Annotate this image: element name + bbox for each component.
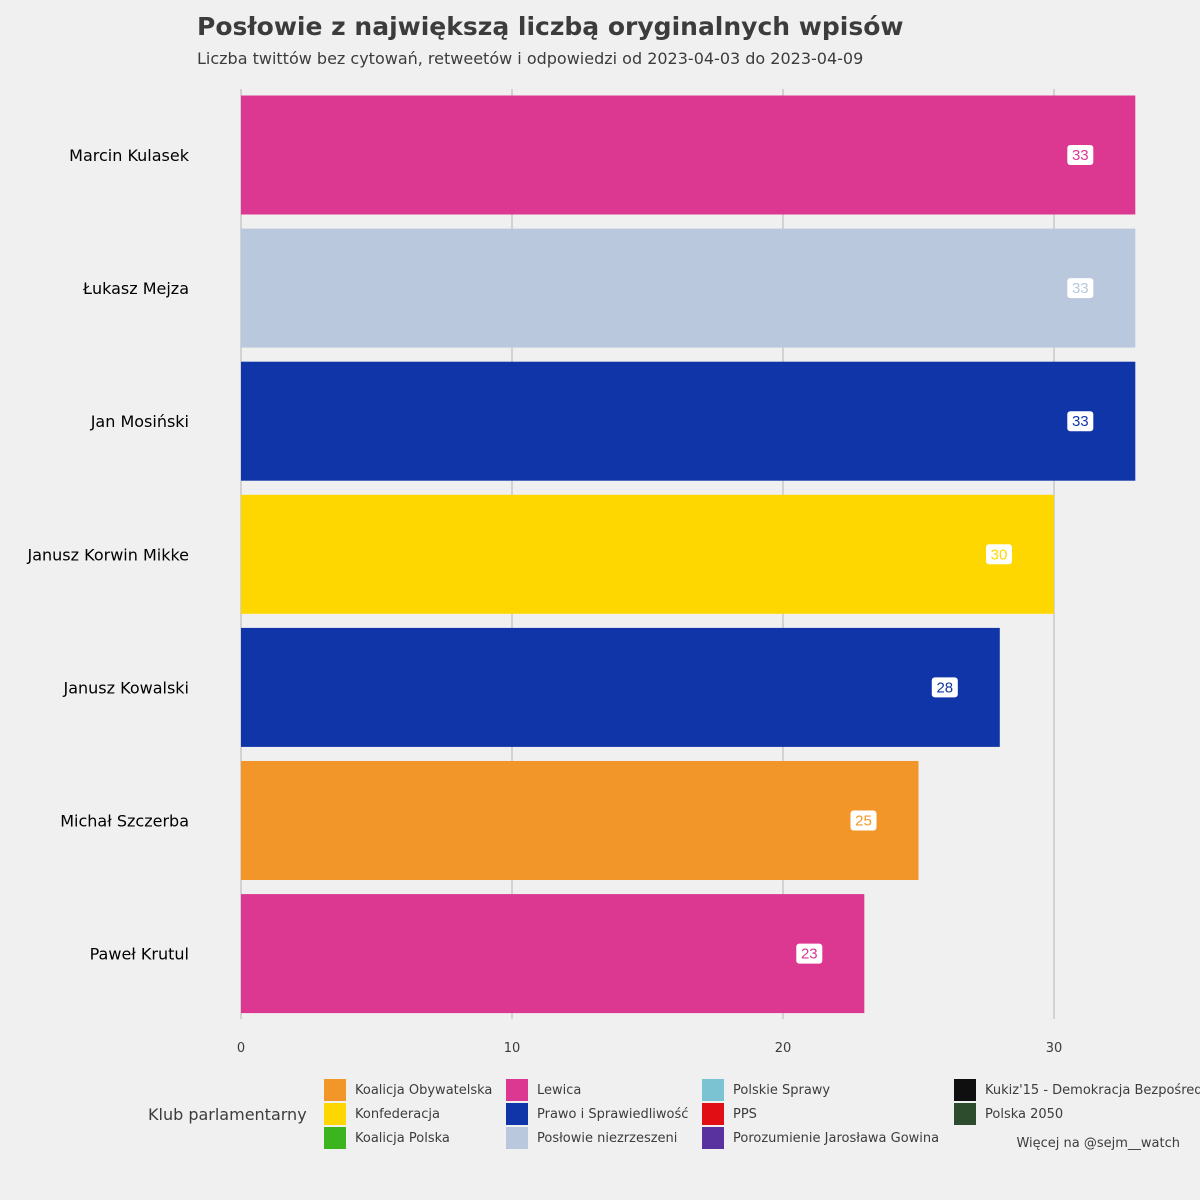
data-label-box [1067,411,1094,432]
legend-label: Posłowie niezrzeszeni [537,1130,678,1146]
data-label-box [796,943,823,964]
data-label: 28 [936,679,953,696]
data-label: 25 [855,813,872,830]
legend-swatch [506,1127,528,1149]
data-labels: 33 33 33 30 28 25 23 [796,145,1094,964]
bar [241,494,1054,614]
data-label: 23 [801,946,818,963]
footer-caption: Więcej na @sejm__watch [1016,1136,1180,1151]
x-tick-label: 30 [1046,1041,1063,1056]
legend-label: Prawo i Sprawiedliwość [537,1106,689,1122]
data-label-box [931,677,958,698]
legend-label: Polskie Sprawy [733,1082,831,1098]
legend-label: Lewica [537,1082,582,1098]
bar [241,228,1136,348]
category-label: Janusz Kowalski [63,678,190,697]
chart-subtitle: Liczba twittów bez cytowań, retweetów i … [197,49,864,68]
category-label: Jan Mosiński [90,412,189,431]
legend-item: Konfederacja [324,1103,440,1125]
x-tick-label: 20 [775,1041,792,1056]
bars [241,95,1136,1014]
data-label: 30 [991,546,1008,563]
legend-item: Lewica [506,1079,581,1101]
legend-label: Koalicja Obywatelska [355,1082,493,1098]
legend-swatch [954,1079,976,1101]
bar [241,95,1136,215]
data-label-box [986,544,1012,565]
bar-chart: 33 33 33 30 28 25 23 Marcin Kulasek Łukasz Mejz… [27,89,1136,1056]
category-label: Łukasz Mejza [82,279,189,298]
legend-swatch [506,1079,528,1101]
legend-label: Kukiz'15 - Demokracja Bezpośrednia [985,1082,1200,1098]
legend-title: Klub parlamentarny [148,1105,307,1124]
category-label: Marcin Kulasek [69,146,190,165]
legend-label: Polska 2050 [985,1106,1064,1122]
legend-swatch [324,1079,346,1101]
legend-item: Polska 2050 [954,1103,1063,1125]
chart-title: Posłowie z największą liczbą oryginalnyc… [197,12,904,41]
legend-item: PPS [702,1103,757,1125]
x-tick-label: 0 [237,1041,245,1056]
data-label: 33 [1072,147,1089,164]
legend-item: Kukiz'15 - Demokracja Bezpośrednia [954,1079,1200,1101]
data-label-box [850,810,877,831]
data-label: 33 [1072,280,1089,297]
legend-label: Porozumienie Jarosława Gowina [733,1130,940,1146]
legend-item: Porozumienie Jarosława Gowina [702,1127,939,1149]
legend-label: PPS [733,1106,757,1122]
legend-swatch [324,1103,346,1125]
data-label: 33 [1072,413,1089,430]
legend-swatch [324,1127,346,1149]
category-labels: Marcin Kulasek Łukasz Mejza Jan Mosiński Ja… [27,146,190,964]
legend-label: Koalicja Polska [355,1130,450,1146]
x-tick-label: 10 [504,1041,521,1056]
bar [241,761,919,880]
category-label: Janusz Korwin Mikke [27,545,190,564]
legend-swatch [506,1103,528,1125]
category-label: Paweł Krutul [90,945,189,964]
legend-item: Koalicja Polska [324,1127,450,1149]
bar [241,627,1000,747]
category-label: Michał Szczerba [60,812,189,831]
data-label-box [1067,145,1094,165]
bar [241,361,1136,481]
legend-item: Prawo i Sprawiedliwość [506,1103,688,1125]
legend-item: Polskie Sprawy [702,1079,830,1101]
legend-swatch [702,1103,724,1125]
legend-swatch [954,1103,976,1125]
legend-item: Koalicja Obywatelska [324,1079,492,1101]
bar [241,894,865,1014]
legend-label: Konfederacja [355,1106,440,1122]
legend-swatch [702,1079,724,1101]
legend-item: Posłowie niezrzeszeni [506,1127,677,1149]
data-label-box [1067,278,1094,299]
x-tick-labels: 0 10 20 30 [237,1041,1062,1056]
legend-swatch [702,1127,724,1149]
